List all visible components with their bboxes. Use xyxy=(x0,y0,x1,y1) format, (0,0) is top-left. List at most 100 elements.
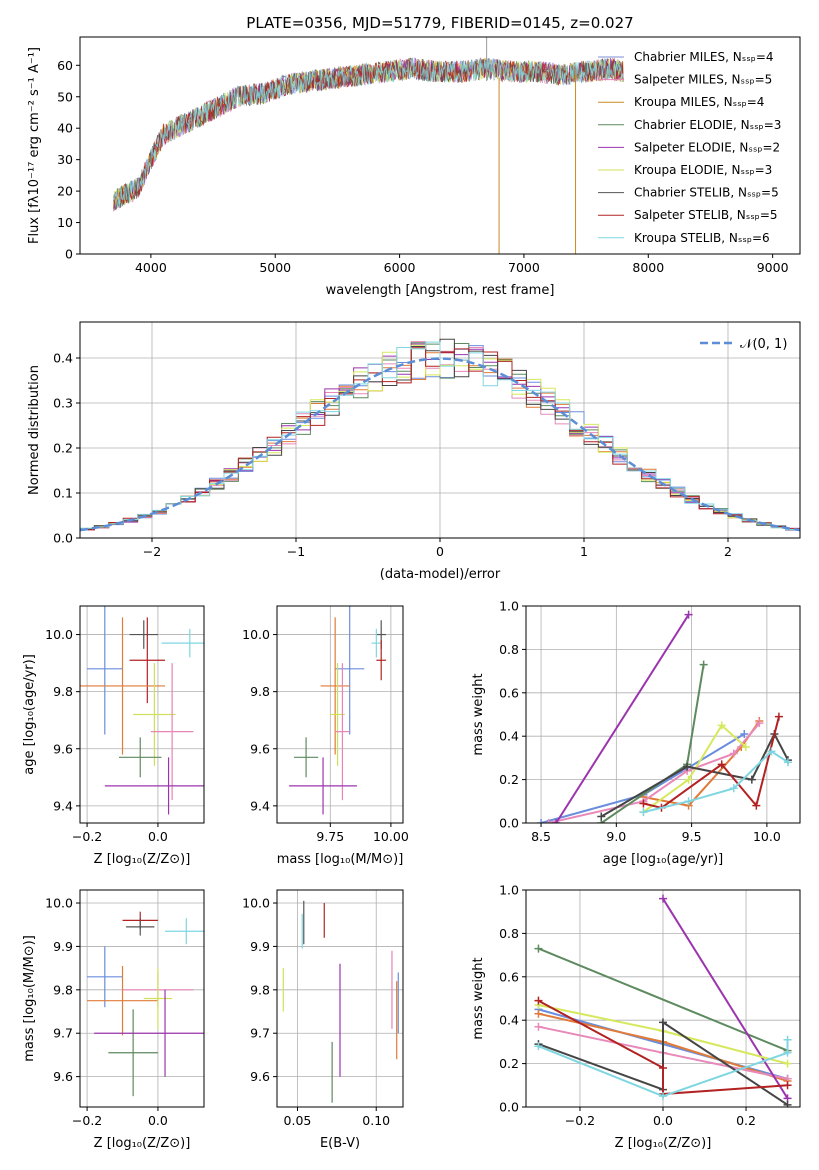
panel-z-age: −0.2 0.0 9.4 9.6 9.8 10.0 Z [log₁₀(Z/Z⊙)] age [… xyxy=(22,605,205,867)
x-tick-label: −1 xyxy=(287,544,305,559)
x-tick-label: −0.2 xyxy=(72,1113,102,1128)
errorbar-point-7 xyxy=(108,1009,158,1097)
y-tick-label: 1.0 xyxy=(499,883,519,898)
y-tick-label: 20 xyxy=(57,184,73,199)
x-axis-label: (data-model)/error xyxy=(380,567,501,582)
y-tick-label: 0.0 xyxy=(53,531,73,546)
weight-marker xyxy=(534,1022,543,1031)
errorbar-point-8 xyxy=(289,757,357,815)
plot-area xyxy=(282,900,399,1103)
plot-area xyxy=(537,610,792,823)
x-tick-label: −0.2 xyxy=(565,1113,595,1128)
errorbar-point-5 xyxy=(133,663,176,766)
weight-marker xyxy=(752,801,761,810)
plot-area xyxy=(87,911,204,1097)
weight-marker xyxy=(717,760,726,769)
y-tick-label: 0.0 xyxy=(499,816,519,831)
errorbar-point-1 xyxy=(161,628,204,658)
weight-marker xyxy=(684,775,693,784)
x-tick-label: 10.00 xyxy=(373,829,409,844)
errorbar-point-4 xyxy=(80,617,166,755)
errorbar-point-7 xyxy=(293,737,319,778)
plot-area xyxy=(289,606,387,815)
y-tick-label: 9.6 xyxy=(53,741,73,756)
weight-marker xyxy=(639,808,648,817)
x-axis-label: Z [log₁₀(Z/Z⊙)] xyxy=(94,852,191,867)
errorbar-point-3 xyxy=(335,606,365,735)
legend-label: Salpeter ELODIE, Nₛₛₚ=2 xyxy=(634,140,780,154)
x-tick-label: 2 xyxy=(724,544,732,559)
errorbar-point-1 xyxy=(371,628,382,658)
weight-marker xyxy=(783,1081,792,1090)
weight-marker xyxy=(683,762,692,771)
y-tick-label: 9.6 xyxy=(53,1069,73,1084)
x-tick-label: 9.0 xyxy=(606,829,626,844)
weight-marker xyxy=(747,775,756,784)
weight-marker xyxy=(729,784,738,793)
y-tick-label: 9.8 xyxy=(250,982,270,997)
y-tick-label: 9.9 xyxy=(53,939,73,954)
x-tick-label: 10.0 xyxy=(753,829,781,844)
weight-marker xyxy=(659,1092,667,1101)
y-tick-label: 0.1 xyxy=(53,486,73,501)
axes-frame xyxy=(276,605,404,824)
panel-age-weight: 8.5 9.0 9.5 10.0 0.0 0.2 0.4 0.6 0.8 1.0 age [log₁… xyxy=(471,599,801,867)
y-tick-label: 1.0 xyxy=(499,599,519,614)
axes-frame xyxy=(525,605,801,824)
weight-marker xyxy=(741,743,750,752)
y-tick-label: 30 xyxy=(57,152,73,167)
weight-series-4 xyxy=(662,898,789,1099)
x-tick-label: −2 xyxy=(143,544,161,559)
legend-label: Kroupa STELIB, Nₛₛₚ=6 xyxy=(634,231,770,245)
x-axis-label: Z [log₁₀(Z/Z⊙)] xyxy=(94,1136,191,1151)
x-tick-label: 0 xyxy=(436,544,444,559)
x-tick-label: 6000 xyxy=(384,260,416,275)
y-tick-label: 9.4 xyxy=(250,798,270,813)
x-tick-label: 0.0 xyxy=(148,1113,168,1128)
legend-label: Salpeter MILES, Nₛₛₚ=5 xyxy=(634,73,772,87)
panel-residuals: 𝒩(0, 1) −2 −1 0 1 2 0.0 0.1 0.2 0.3 0.4 (data-model… xyxy=(27,321,801,582)
y-axis-label: Flux [fλ10⁻¹⁷ erg cm⁻² s⁻¹ A⁻¹] xyxy=(27,47,42,244)
legend-label: Chabrier ELODIE, Nₛₛₚ=3 xyxy=(634,118,781,132)
weight-marker xyxy=(537,819,546,823)
y-tick-label: 9.6 xyxy=(250,741,270,756)
x-axis-label: age [log₁₀(age/yr)] xyxy=(603,852,724,867)
axes-frame xyxy=(276,889,404,1108)
weight-marker xyxy=(783,1059,792,1068)
x-tick-label: 8.5 xyxy=(531,829,551,844)
y-tick-label: 0.6 xyxy=(499,969,519,984)
x-tick-label: 0.10 xyxy=(362,1113,390,1128)
y-tick-label: 10.0 xyxy=(242,627,270,642)
weight-series-5 xyxy=(642,723,747,813)
errorbar-point-8 xyxy=(104,757,204,815)
x-axis-label: wavelength [Angstrom, rest frame] xyxy=(326,283,555,298)
x-tick-label: 9000 xyxy=(757,260,789,275)
errorbar-point-4 xyxy=(320,617,350,755)
y-tick-label: 0.3 xyxy=(53,396,73,411)
y-tick-label: 0.0 xyxy=(499,1100,519,1115)
y-tick-label: 9.7 xyxy=(53,1026,73,1041)
y-tick-label: 0.2 xyxy=(499,1056,519,1071)
errorbar-point-5 xyxy=(87,965,158,1036)
weight-marker xyxy=(534,1042,543,1051)
weight-marker xyxy=(659,1018,667,1027)
errorbar-point-6 xyxy=(150,663,194,801)
panel-z-weight: −0.2 0.0 0.2 0.0 0.2 0.4 0.6 0.8 1.0 Z [log₁₀(Z/Z… xyxy=(471,883,801,1151)
y-axis-label: mass [log₁₀(M/M⊙)] xyxy=(22,935,37,1062)
normal-curve xyxy=(80,357,800,532)
legend-label: Salpeter STELIB, Nₛₛₚ=5 xyxy=(634,208,778,222)
errorbar-point-8 xyxy=(94,989,204,1077)
x-tick-label: 9.5 xyxy=(682,829,702,844)
plot-area xyxy=(80,606,204,815)
weight-marker xyxy=(684,610,693,619)
errorbar-point-7 xyxy=(118,737,162,778)
y-tick-label: 9.6 xyxy=(250,1069,270,1084)
y-tick-label: 50 xyxy=(57,89,73,104)
y-axis-label: age [log₁₀(age/yr)] xyxy=(22,654,37,775)
x-tick-label: 9.75 xyxy=(316,829,344,844)
y-tick-label: 0.4 xyxy=(499,1013,519,1028)
panel-ebv-mass: 0.05 0.10 9.6 9.7 9.8 9.9 10.0 E(B-V) xyxy=(242,889,404,1151)
weight-marker xyxy=(783,758,792,767)
legend-label: Kroupa MILES, Nₛₛₚ=4 xyxy=(634,95,764,109)
axes-frame xyxy=(79,605,205,824)
